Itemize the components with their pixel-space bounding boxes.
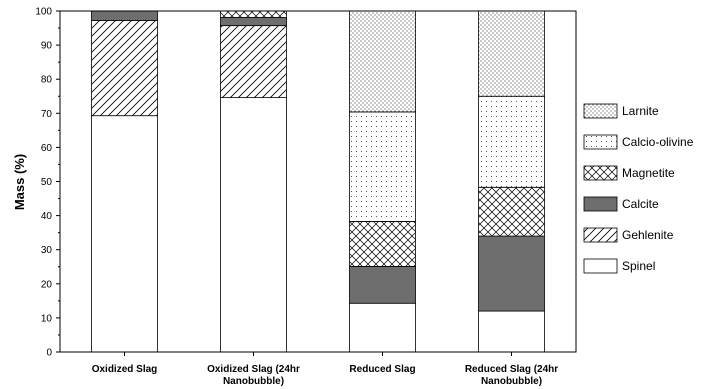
axes: Oxidized Slag Oxidized Slag (24hrNanobubb… <box>35 7 577 387</box>
legend: Larnite Calcio-olivine Magnetite Calcite Geh… <box>583 103 694 274</box>
y-axis-title: Mass (%) <box>12 154 27 210</box>
legend-label-larnite: Larnite <box>622 104 659 118</box>
y-tick-label: 60 <box>41 143 53 154</box>
y-tick-label: 30 <box>41 245 53 256</box>
x-tick-label: Nanobubble) <box>481 376 542 387</box>
bar-segment-magnetite-2 <box>349 220 416 267</box>
bar-segment-calcite-2 <box>349 266 416 304</box>
y-tick-label: 0 <box>46 348 52 359</box>
legend-swatch-gehlenite <box>583 227 618 243</box>
legend-label-calcio-olivine: Calcio-olivine <box>622 135 694 149</box>
legend-swatch-calcite <box>583 196 618 212</box>
y-tick-label: 50 <box>41 177 53 188</box>
x-tick-label: Reduced Slag <box>349 364 415 375</box>
x-tick-label: Reduced Slag (24hr <box>465 364 558 375</box>
bar-segment-gehlenite-1 <box>220 25 287 99</box>
bar-segment-larnite-3 <box>478 10 545 97</box>
y-tick-label: 90 <box>41 41 53 52</box>
plot-area <box>91 10 545 353</box>
legend-swatch-magnetite <box>583 165 618 181</box>
bar-segment-gehlenite-0 <box>91 20 158 117</box>
bar-segment-calcite-3 <box>478 235 545 312</box>
legend-swatch-larnite <box>583 103 618 119</box>
bar-segment-calcio-olivine-2 <box>349 111 416 222</box>
legend-label-magnetite: Magnetite <box>622 166 675 180</box>
bar-segment-spinel-1 <box>220 97 287 353</box>
bar-segment-spinel-2 <box>349 302 416 353</box>
y-tick-label: 20 <box>41 279 53 290</box>
bar-segment-magnetite-1 <box>220 10 287 18</box>
x-tick-label: Oxidized Slag (24hr <box>207 364 300 375</box>
legend-label-calcite: Calcite <box>622 197 659 211</box>
legend-swatch-calcio-olivine <box>583 134 618 150</box>
bar-segment-calcite-0 <box>91 10 158 21</box>
bar-segment-spinel-0 <box>91 115 158 353</box>
y-tick-label: 40 <box>41 211 53 222</box>
y-tick-label: 10 <box>41 313 53 324</box>
x-tick-label: Oxidized Slag <box>92 364 158 375</box>
bar-segment-calcio-olivine-3 <box>478 95 545 188</box>
bar-segment-calcite-1 <box>220 17 287 27</box>
legend-swatch-spinel <box>583 258 618 274</box>
bar-segment-spinel-3 <box>478 310 545 353</box>
bar-segment-magnetite-3 <box>478 186 545 237</box>
y-tick-label: 100 <box>35 7 52 18</box>
y-tick-label: 80 <box>41 75 53 86</box>
bar-segment-larnite-2 <box>349 10 416 113</box>
legend-label-spinel: Spinel <box>622 259 655 273</box>
y-tick-label: 70 <box>41 109 53 120</box>
legend-label-gehlenite: Gehlenite <box>622 228 674 242</box>
x-tick-label: Nanobubble) <box>223 376 284 387</box>
